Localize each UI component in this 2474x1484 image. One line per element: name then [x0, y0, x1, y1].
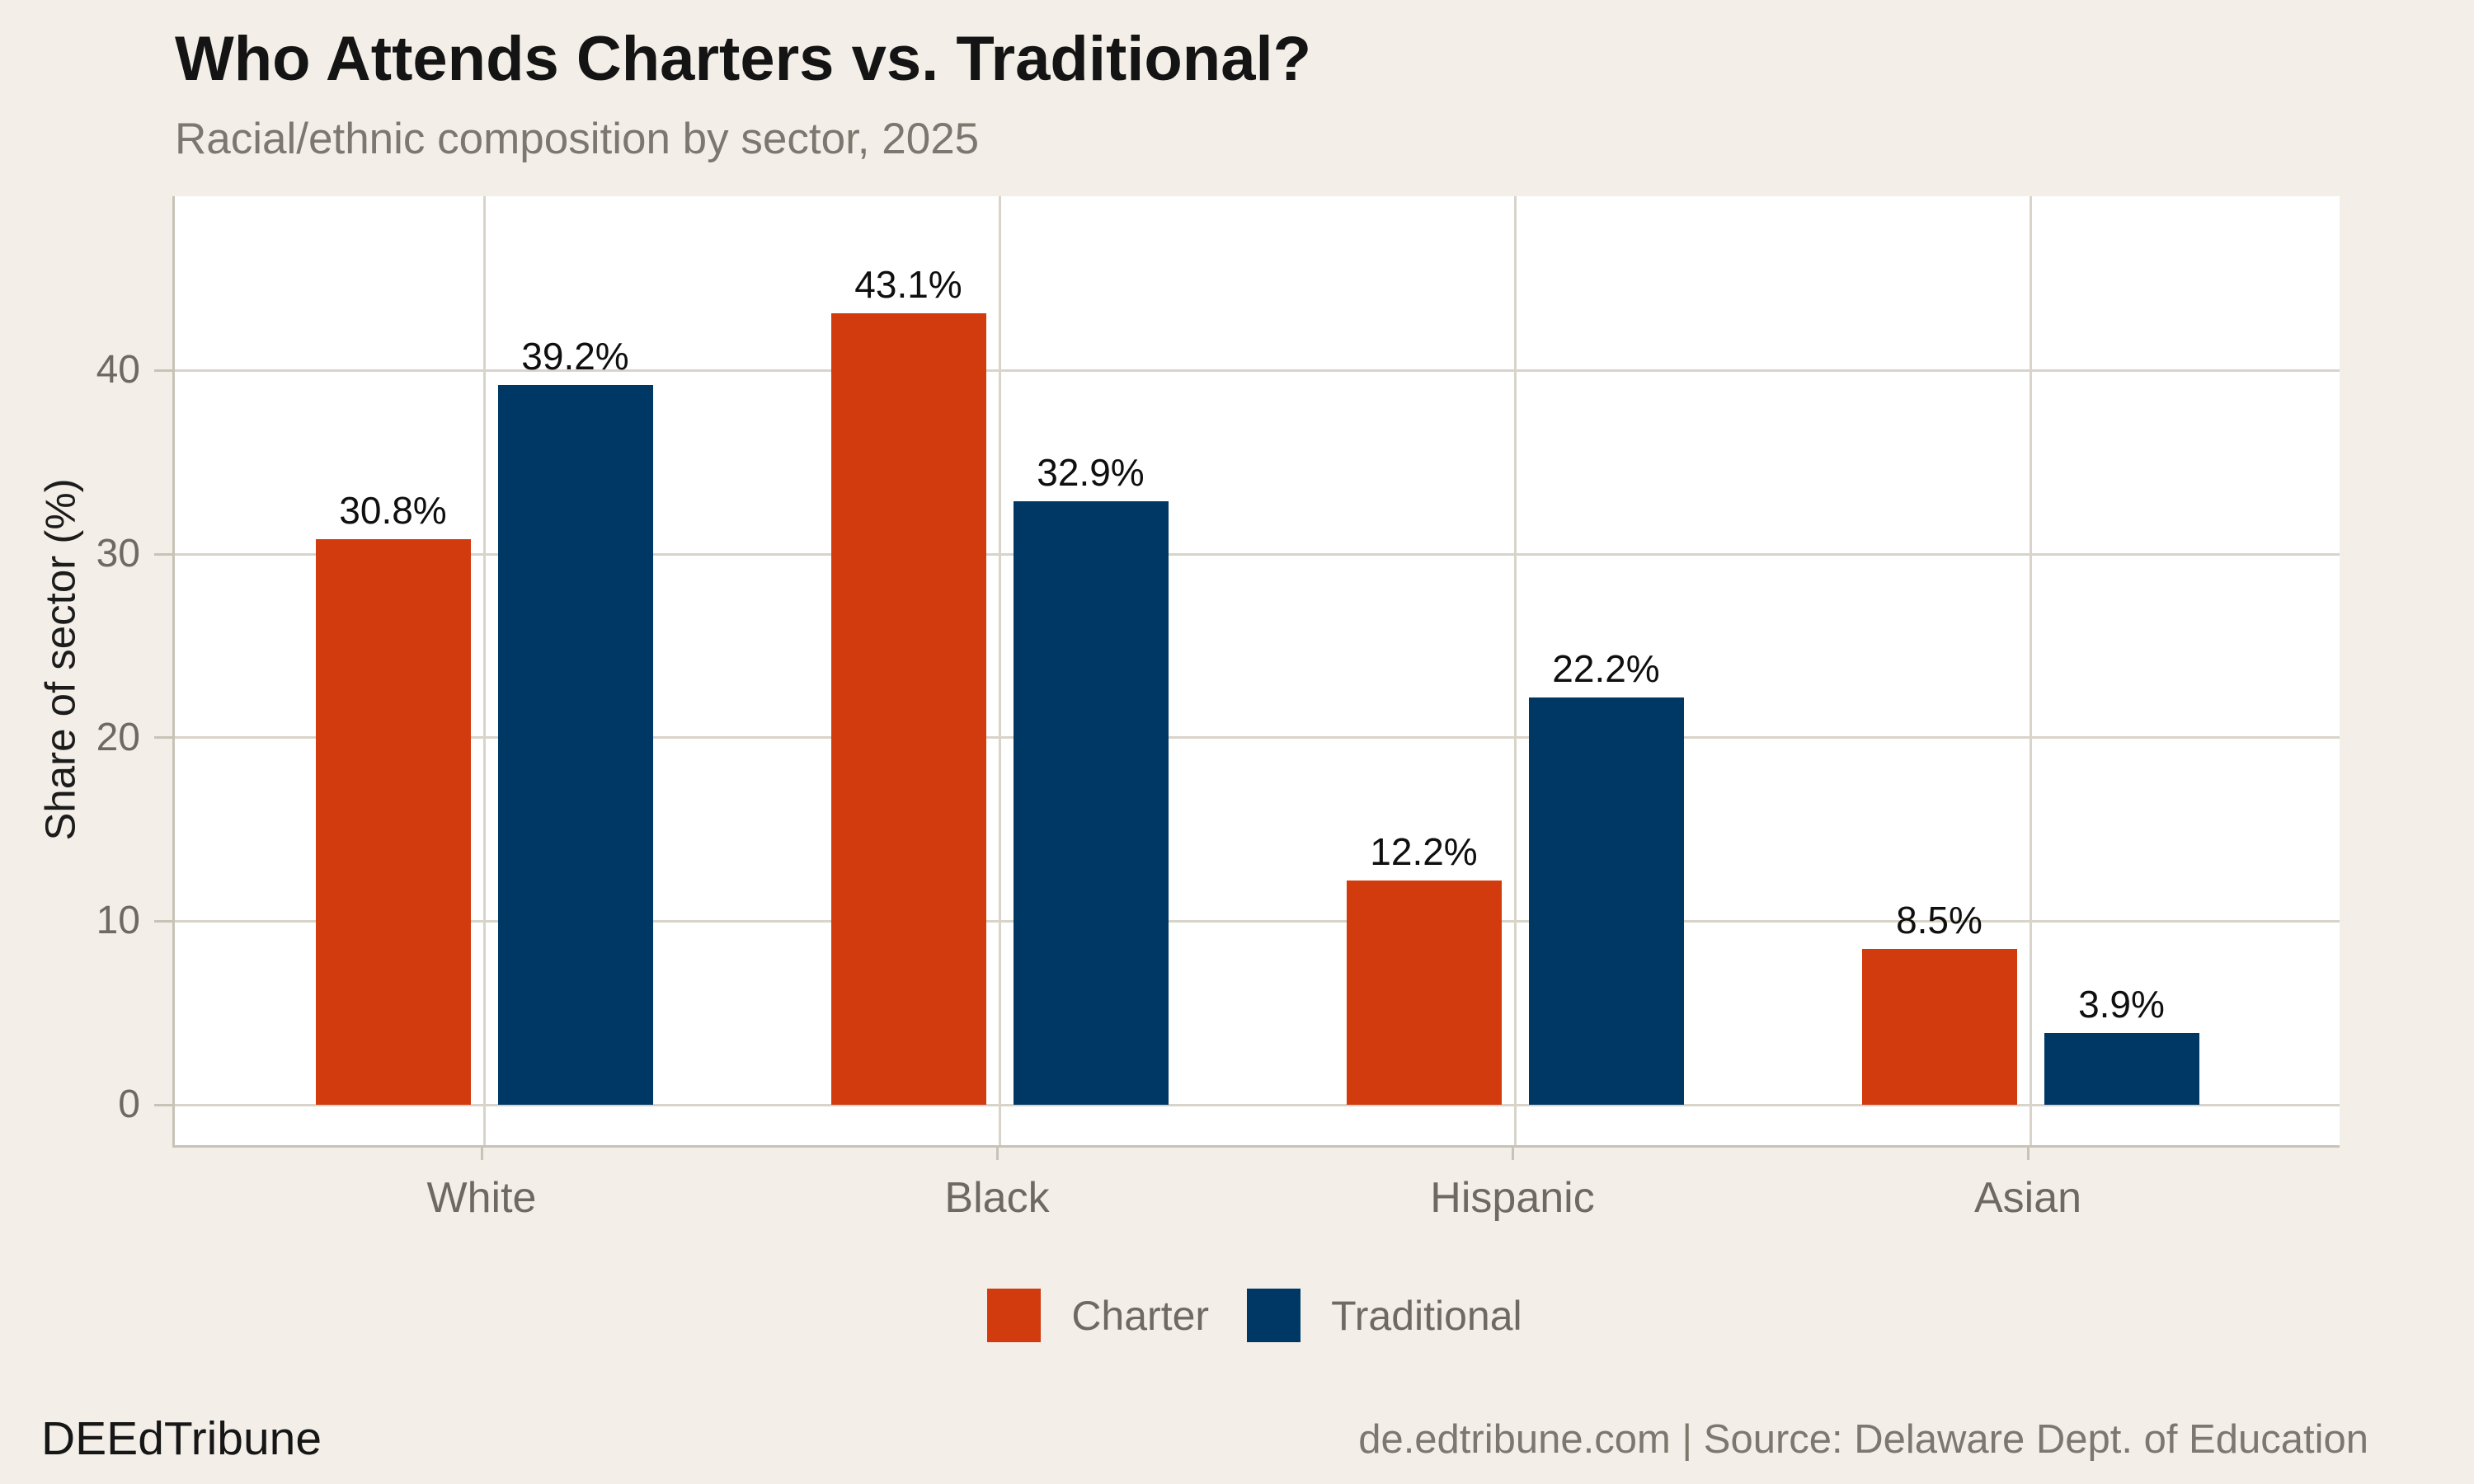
bar-traditional-hispanic [1528, 697, 1684, 1106]
legend: Charter Traditional [172, 1289, 2337, 1342]
chart-title: Who Attends Charters vs. Traditional? [175, 24, 1312, 94]
x-tick-label-black: Black [944, 1174, 1050, 1222]
legend-label-traditional: Traditional [1331, 1292, 1522, 1339]
y-tick-label-10: 10 [96, 899, 140, 943]
gridline-y-0 [175, 1103, 2340, 1106]
x-tick-label-white: White [426, 1174, 537, 1222]
y-tick-mark-0 [154, 1103, 172, 1106]
gridline-x-asian [2029, 196, 2032, 1145]
legend-key-charter [987, 1289, 1042, 1342]
gridline-y-10 [175, 919, 2340, 923]
y-tick-mark-30 [154, 552, 172, 556]
bar-value-label-charter-white: 30.8% [339, 489, 447, 533]
y-tick-mark-40 [154, 369, 172, 372]
gridline-y-40 [175, 369, 2340, 372]
gridline-y-20 [175, 736, 2340, 740]
x-tick-mark-hispanic [1511, 1148, 1514, 1160]
x-tick-mark-asian [2026, 1148, 2030, 1160]
bar-value-label-charter-hispanic: 12.2% [1370, 830, 1478, 874]
legend-key-traditional [1247, 1289, 1301, 1342]
bar-charter-hispanic [1346, 881, 1502, 1105]
gridline-x-hispanic [1513, 196, 1517, 1145]
bar-charter-white [315, 539, 471, 1105]
bar-traditional-white [497, 385, 653, 1105]
bar-value-label-traditional-white: 39.2% [521, 335, 629, 378]
y-tick-mark-20 [154, 736, 172, 740]
plot-panel: 30.8% 43.1% 12.2% 8.5% 39.2% 32.9% 22.2% 3.9% [172, 196, 2340, 1148]
x-tick-mark-white [480, 1148, 483, 1160]
bar-value-label-traditional-hispanic: 22.2% [1552, 646, 1660, 690]
legend-item-traditional: Traditional [1247, 1289, 1522, 1342]
x-tick-label-asian: Asian [1973, 1174, 2082, 1222]
chart-subtitle: Racial/ethnic composition by sector, 202… [175, 115, 980, 163]
bar-value-label-traditional-black: 32.9% [1037, 450, 1145, 494]
gridline-y-30 [175, 552, 2340, 556]
bar-traditional-black [1013, 500, 1169, 1106]
y-tick-label-40: 40 [96, 348, 140, 392]
legend-item-charter: Charter [987, 1289, 1209, 1342]
gridline-x-white [482, 196, 486, 1145]
x-tick-mark-black [995, 1148, 999, 1160]
legend-label-charter: Charter [1071, 1292, 1210, 1339]
x-tick-label-hispanic: Hispanic [1430, 1174, 1595, 1222]
footer-brand: DEEdTribune [41, 1412, 322, 1465]
bar-traditional-asian [2044, 1033, 2199, 1105]
bar-value-label-traditional-asian: 3.9% [2078, 983, 2165, 1026]
y-tick-label-20: 20 [96, 715, 140, 759]
gridline-x-black [998, 196, 1001, 1145]
bar-value-label-charter-asian: 8.5% [1896, 898, 1982, 942]
y-tick-mark-10 [154, 919, 172, 923]
bar-value-label-charter-black: 43.1% [854, 263, 962, 307]
bar-charter-black [830, 313, 986, 1105]
y-tick-label-30: 30 [96, 532, 140, 576]
bar-charter-asian [1861, 948, 2017, 1106]
footer-source: de.edtribune.com | Source: Delaware Dept… [1358, 1417, 2368, 1462]
y-tick-label-0: 0 [118, 1082, 140, 1127]
